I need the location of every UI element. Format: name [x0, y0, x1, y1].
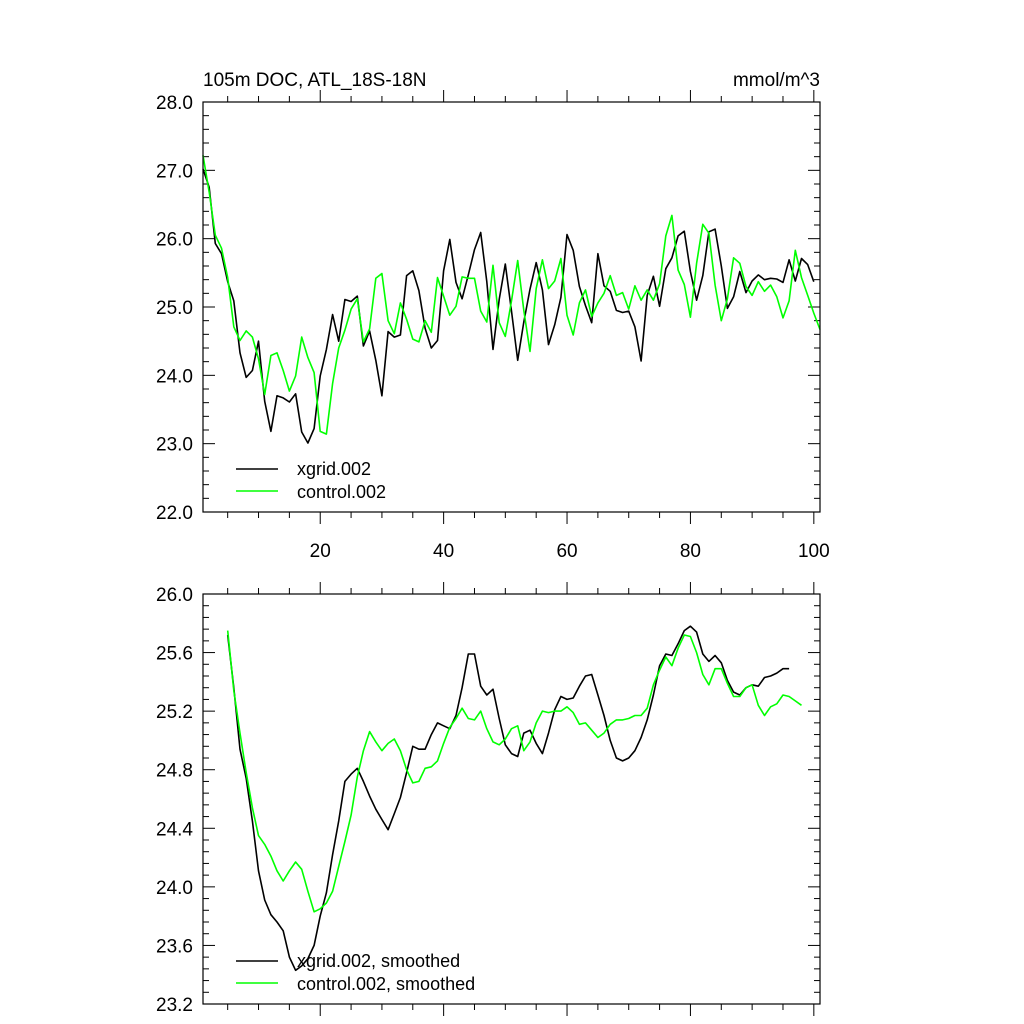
bottom-plot-frame — [202, 593, 821, 1005]
bottom-chart: 23.2 23.6 24.0 24.4 24.8 25.2 25.6 26.0 xgrid.0… — [156, 582, 821, 1016]
y-tick-label: 24.8 — [156, 761, 193, 782]
y-tick-label: 28.0 — [156, 93, 193, 114]
legend-label-xgrid-smoothed: xgrid.002, smoothed — [297, 951, 460, 971]
y-tick-label: 23.0 — [156, 435, 193, 456]
y-tick-label: 24.4 — [156, 819, 193, 840]
bottom-series-lines — [226, 625, 802, 972]
y-tick-label: 26.0 — [156, 585, 193, 606]
top-plot-frame — [202, 101, 821, 513]
series-line-xgrid — [226, 625, 790, 972]
bottom-axes: 23.2 23.6 24.0 24.4 24.8 25.2 25.6 26.0 — [156, 582, 820, 1016]
y-tick-label: 25.6 — [156, 644, 193, 665]
y-tick-label: 25.0 — [156, 298, 193, 319]
bottom-legend: xgrid.002, smoothed control.002, smoothe… — [236, 951, 475, 994]
y-tick-label: 27.0 — [156, 161, 193, 182]
y-tick-label: 24.0 — [156, 878, 193, 899]
y-tick-label: 26.0 — [156, 230, 193, 251]
x-tick-label: 60 — [556, 541, 577, 562]
legend-label-control: control.002 — [297, 482, 386, 502]
y-tick-label: 25.2 — [156, 702, 193, 723]
series-line-control — [202, 155, 821, 435]
x-tick-label: 80 — [680, 541, 701, 562]
series-line-control — [226, 630, 802, 913]
y-tick-label: 23.2 — [156, 995, 193, 1016]
legend-label-control-smoothed: control.002, smoothed — [297, 974, 475, 994]
units-label: mmol/m^3 — [733, 70, 820, 91]
chart-title: 105m DOC, ATL_18S-18N — [203, 70, 427, 91]
top-legend: xgrid.002 control.002 — [236, 459, 386, 502]
y-tick-label: 23.6 — [156, 936, 193, 957]
x-tick-label: 40 — [433, 541, 454, 562]
x-tick-label: 100 — [798, 541, 830, 562]
x-tick-label: 20 — [310, 541, 331, 562]
y-tick-label: 24.0 — [156, 366, 193, 387]
legend-label-xgrid: xgrid.002 — [297, 459, 371, 479]
top-series-lines — [202, 155, 821, 444]
top-chart: 105m DOC, ATL_18S-18N mmol/m^3 22.0 23.0 2… — [156, 70, 830, 562]
series-line-xgrid — [202, 168, 815, 444]
y-tick-label: 22.0 — [156, 503, 193, 524]
